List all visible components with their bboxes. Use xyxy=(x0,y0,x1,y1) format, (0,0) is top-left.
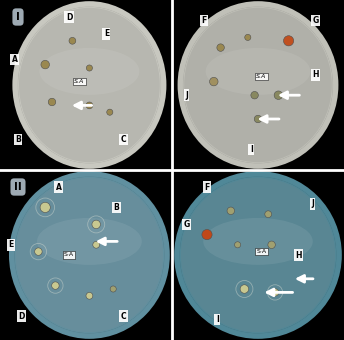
Ellipse shape xyxy=(202,230,212,240)
Ellipse shape xyxy=(40,48,139,95)
Text: G: G xyxy=(313,16,319,25)
Ellipse shape xyxy=(40,202,50,212)
Ellipse shape xyxy=(52,282,59,289)
Ellipse shape xyxy=(235,242,241,248)
Text: S.A: S.A xyxy=(256,74,267,79)
Ellipse shape xyxy=(14,177,164,333)
Ellipse shape xyxy=(271,289,279,296)
Ellipse shape xyxy=(86,292,93,299)
Text: D: D xyxy=(18,312,24,321)
Text: B: B xyxy=(114,203,119,212)
Ellipse shape xyxy=(41,61,50,69)
Text: E: E xyxy=(104,30,109,38)
Ellipse shape xyxy=(274,91,283,100)
Text: C: C xyxy=(121,135,126,144)
Ellipse shape xyxy=(183,7,333,163)
Ellipse shape xyxy=(206,48,310,95)
Ellipse shape xyxy=(69,37,76,44)
Ellipse shape xyxy=(245,34,251,40)
Ellipse shape xyxy=(48,98,56,106)
Text: I: I xyxy=(250,145,252,154)
Ellipse shape xyxy=(110,286,116,292)
Text: C: C xyxy=(121,312,126,321)
Ellipse shape xyxy=(37,218,142,265)
Ellipse shape xyxy=(217,44,224,51)
Ellipse shape xyxy=(180,177,336,333)
Ellipse shape xyxy=(283,36,294,46)
Text: H: H xyxy=(313,70,319,79)
Ellipse shape xyxy=(209,78,218,86)
Ellipse shape xyxy=(86,65,93,71)
Ellipse shape xyxy=(35,248,42,255)
Text: S·A: S·A xyxy=(256,249,267,254)
Text: A: A xyxy=(12,55,18,64)
Ellipse shape xyxy=(203,218,313,265)
Text: F: F xyxy=(201,16,206,25)
Text: I: I xyxy=(16,12,20,22)
Text: I: I xyxy=(216,315,219,324)
Text: J: J xyxy=(185,91,188,100)
Text: J: J xyxy=(311,200,314,208)
Ellipse shape xyxy=(227,207,235,215)
Text: II: II xyxy=(14,182,22,192)
Ellipse shape xyxy=(107,109,113,115)
Text: G: G xyxy=(183,220,190,229)
Ellipse shape xyxy=(268,241,275,249)
Ellipse shape xyxy=(265,211,272,218)
Ellipse shape xyxy=(93,241,100,248)
Text: F: F xyxy=(204,183,209,191)
Ellipse shape xyxy=(86,102,93,109)
Ellipse shape xyxy=(251,91,258,99)
Ellipse shape xyxy=(92,220,100,228)
Ellipse shape xyxy=(240,285,249,293)
Text: B: B xyxy=(15,135,21,144)
Text: E: E xyxy=(9,240,14,249)
Ellipse shape xyxy=(254,115,262,123)
Text: S·A: S·A xyxy=(64,253,74,257)
Text: A: A xyxy=(56,183,62,191)
Text: S.A: S.A xyxy=(74,79,84,84)
Text: D: D xyxy=(66,13,72,21)
Ellipse shape xyxy=(18,7,161,163)
Text: H: H xyxy=(295,251,302,259)
